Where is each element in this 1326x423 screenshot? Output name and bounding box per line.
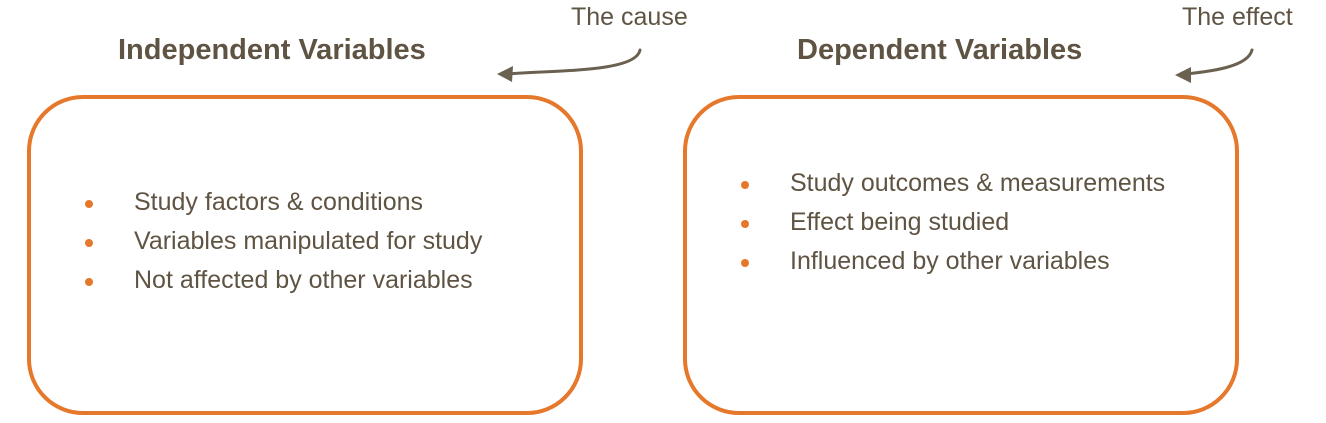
list-item: Effect being studied <box>735 203 1205 242</box>
list-item-text: Not affected by other variables <box>134 266 473 294</box>
dependent-variables-list: Study outcomes & measurements Effect bei… <box>735 164 1205 281</box>
independent-variables-box: Study factors & conditions Variables man… <box>27 95 583 415</box>
dependent-variables-box: Study outcomes & measurements Effect bei… <box>683 95 1239 415</box>
bullet-icon <box>85 239 93 247</box>
list-item-text: Effect being studied <box>790 208 1010 236</box>
independent-variables-title: Independent Variables <box>118 34 426 66</box>
bullet-icon <box>85 200 93 208</box>
list-item-text: Study factors & conditions <box>134 188 424 216</box>
list-item-text: Study outcomes & measurements <box>790 169 1166 197</box>
independent-variables-list: Study factors & conditions Variables man… <box>79 183 569 300</box>
list-item-text: Influenced by other variables <box>790 247 1110 275</box>
list-item: Influenced by other variables <box>735 242 1205 281</box>
effect-arrow <box>1175 48 1254 83</box>
bullet-icon <box>741 220 749 228</box>
list-item: Study outcomes & measurements <box>735 164 1205 203</box>
bullet-icon <box>741 259 749 267</box>
cause-arrow <box>497 48 642 82</box>
list-item-text: Variables manipulated for study <box>134 227 483 255</box>
cause-annotation: The cause <box>571 3 688 31</box>
list-item: Variables manipulated for study <box>79 222 569 261</box>
bullet-icon <box>741 181 749 189</box>
dependent-variables-title: Dependent Variables <box>797 34 1083 66</box>
list-item: Study factors & conditions <box>79 183 569 222</box>
effect-annotation: The effect <box>1182 3 1293 31</box>
bullet-icon <box>85 278 93 286</box>
list-item: Not affected by other variables <box>79 261 569 300</box>
